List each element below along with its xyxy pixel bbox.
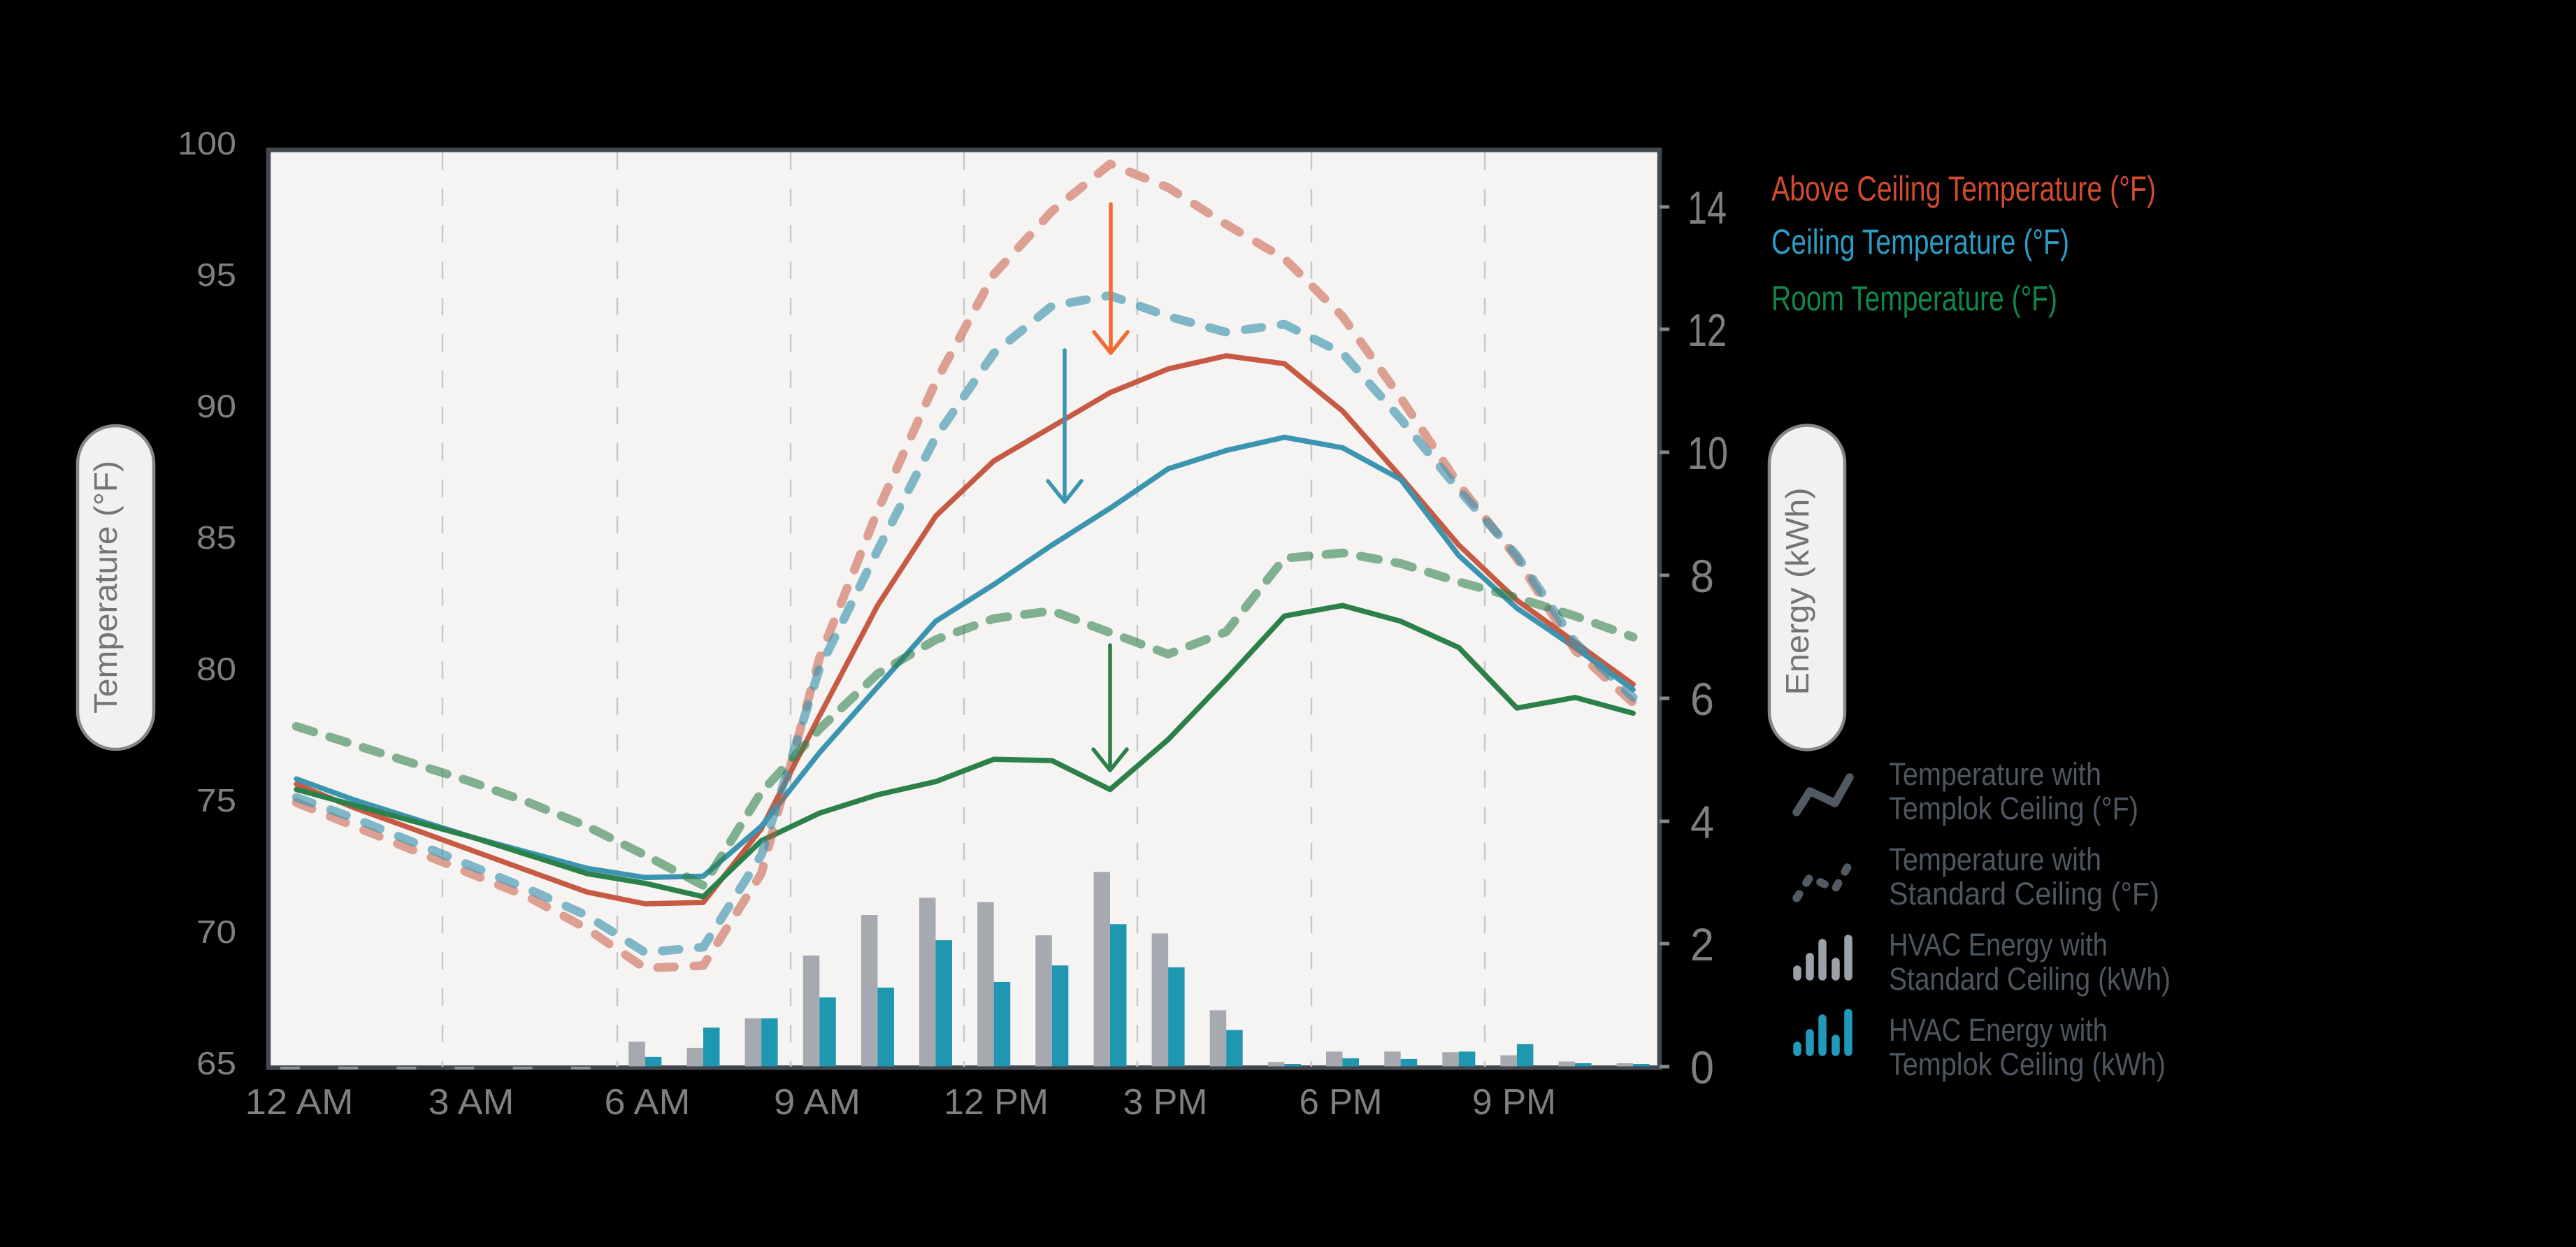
svg-text:Standard Ceiling (kWh): Standard Ceiling (kWh) xyxy=(1889,961,2171,997)
svg-text:6 PM: 6 PM xyxy=(1300,1082,1383,1123)
svg-text:3 AM: 3 AM xyxy=(429,1082,515,1123)
svg-text:Standard Ceiling (°F): Standard Ceiling (°F) xyxy=(1889,876,2159,911)
svg-text:10: 10 xyxy=(1688,427,1728,479)
svg-text:65: 65 xyxy=(196,1045,236,1081)
svg-text:8: 8 xyxy=(1690,550,1714,602)
svg-text:95: 95 xyxy=(196,257,236,293)
svg-text:6: 6 xyxy=(1690,673,1714,725)
svg-text:80: 80 xyxy=(196,651,236,687)
svg-text:HVAC Energy with: HVAC Energy with xyxy=(1889,1012,2108,1048)
svg-text:Ceiling Temperature (°F): Ceiling Temperature (°F) xyxy=(1771,222,2069,261)
svg-text:100: 100 xyxy=(178,125,236,161)
svg-text:Room Temperature (°F): Room Temperature (°F) xyxy=(1771,279,2057,318)
svg-text:70: 70 xyxy=(196,914,236,950)
svg-text:2: 2 xyxy=(1690,918,1714,970)
svg-text:75: 75 xyxy=(196,782,236,819)
svg-text:85: 85 xyxy=(196,519,236,556)
svg-text:Energy (kWh): Energy (kWh) xyxy=(1779,488,1815,695)
svg-text:Temperature with: Temperature with xyxy=(1889,842,2101,877)
svg-text:0: 0 xyxy=(1690,1041,1714,1093)
svg-text:Above Ceiling Temperature (°F): Above Ceiling Temperature (°F) xyxy=(1771,169,2156,208)
svg-text:Templok Ceiling (kWh): Templok Ceiling (kWh) xyxy=(1889,1046,2166,1082)
svg-text:14: 14 xyxy=(1688,182,1727,233)
svg-text:Temperature (°F): Temperature (°F) xyxy=(87,461,124,714)
svg-text:6 AM: 6 AM xyxy=(605,1082,691,1123)
svg-text:HVAC Energy with: HVAC Energy with xyxy=(1889,927,2108,963)
svg-text:9 PM: 9 PM xyxy=(1472,1082,1556,1123)
svg-text:90: 90 xyxy=(196,388,236,424)
svg-text:Templok Ceiling (°F): Templok Ceiling (°F) xyxy=(1889,791,2138,826)
svg-text:12 AM: 12 AM xyxy=(245,1082,354,1123)
svg-text:Temperature with: Temperature with xyxy=(1889,756,2101,792)
svg-text:9 AM: 9 AM xyxy=(774,1082,861,1123)
svg-text:3 PM: 3 PM xyxy=(1123,1082,1208,1123)
svg-text:12: 12 xyxy=(1688,304,1727,356)
svg-text:12 PM: 12 PM xyxy=(944,1082,1049,1123)
svg-text:4: 4 xyxy=(1690,796,1714,848)
